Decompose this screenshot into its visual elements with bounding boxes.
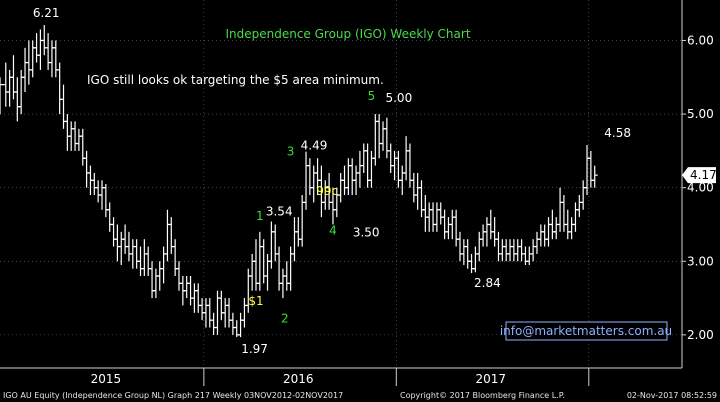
chart-title: Independence Group (IGO) Weekly Chart — [225, 27, 470, 41]
y-axis-background — [682, 0, 720, 388]
y-tick-label: 5.00 — [687, 107, 714, 121]
wave-label: $1 — [248, 294, 263, 308]
y-tick-label: 4.00 — [687, 181, 714, 195]
price-label: 5.00 — [385, 91, 412, 105]
footer-left: IGO AU Equity (Independence Group NL) Gr… — [3, 391, 343, 400]
price-label: 4.49 — [301, 139, 328, 153]
footer-bar: IGO AU Equity (Independence Group NL) Gr… — [0, 388, 720, 402]
price-label: 4.58 — [604, 126, 631, 140]
x-tick-label: 2017 — [476, 372, 507, 386]
wave-label: 1 — [256, 209, 264, 223]
ohlc-bar — [591, 165, 598, 188]
wave-label: 2 — [281, 311, 289, 325]
y-tick-label: 2.00 — [687, 328, 714, 342]
footer-right: 02-Nov-2017 08:52:59 — [627, 391, 717, 400]
watermark-text: info@marketmatters.com.au — [500, 324, 672, 338]
y-tick-label: 6.00 — [687, 33, 714, 47]
price-label: 6.21 — [33, 6, 60, 20]
wave-label: 5 — [368, 89, 376, 103]
footer-background — [0, 388, 720, 402]
y-tick-label: 3.00 — [687, 254, 714, 268]
x-tick-label: 2016 — [283, 372, 314, 386]
last-price-box — [682, 167, 716, 184]
price-label: 2.84 — [474, 276, 501, 290]
y-axis: 6.00 5.00 4.00 3.00 2.00 4.17 — [681, 0, 720, 388]
price-label: 3.54 — [266, 205, 293, 219]
wave-label: 4 — [329, 223, 337, 237]
price-label: 3.50 — [353, 225, 380, 239]
x-axis: 2015 2016 2017 — [0, 367, 720, 388]
wave-label: 3 — [287, 145, 295, 159]
x-tick-label: 2015 — [91, 372, 122, 386]
ohlc-bar — [0, 77, 3, 115]
annotation-labels: 6.21 1.97 3.54 4.49 3.50 5.00 2.84 4.58 1 $1 2 3 99c… — [33, 6, 631, 356]
last-price-label: 4.17 — [690, 168, 717, 182]
wave-label: 99c — [316, 184, 338, 198]
watermark-box — [505, 321, 668, 341]
price-label: 1.97 — [241, 342, 268, 356]
footer-center: Copyright© 2017 Bloomberg Finance L.P. — [400, 391, 565, 400]
ohlc-bars — [0, 25, 598, 338]
x-axis-background — [0, 368, 720, 388]
chart-commentary: IGO still looks ok targeting the $5 area… — [87, 73, 384, 87]
